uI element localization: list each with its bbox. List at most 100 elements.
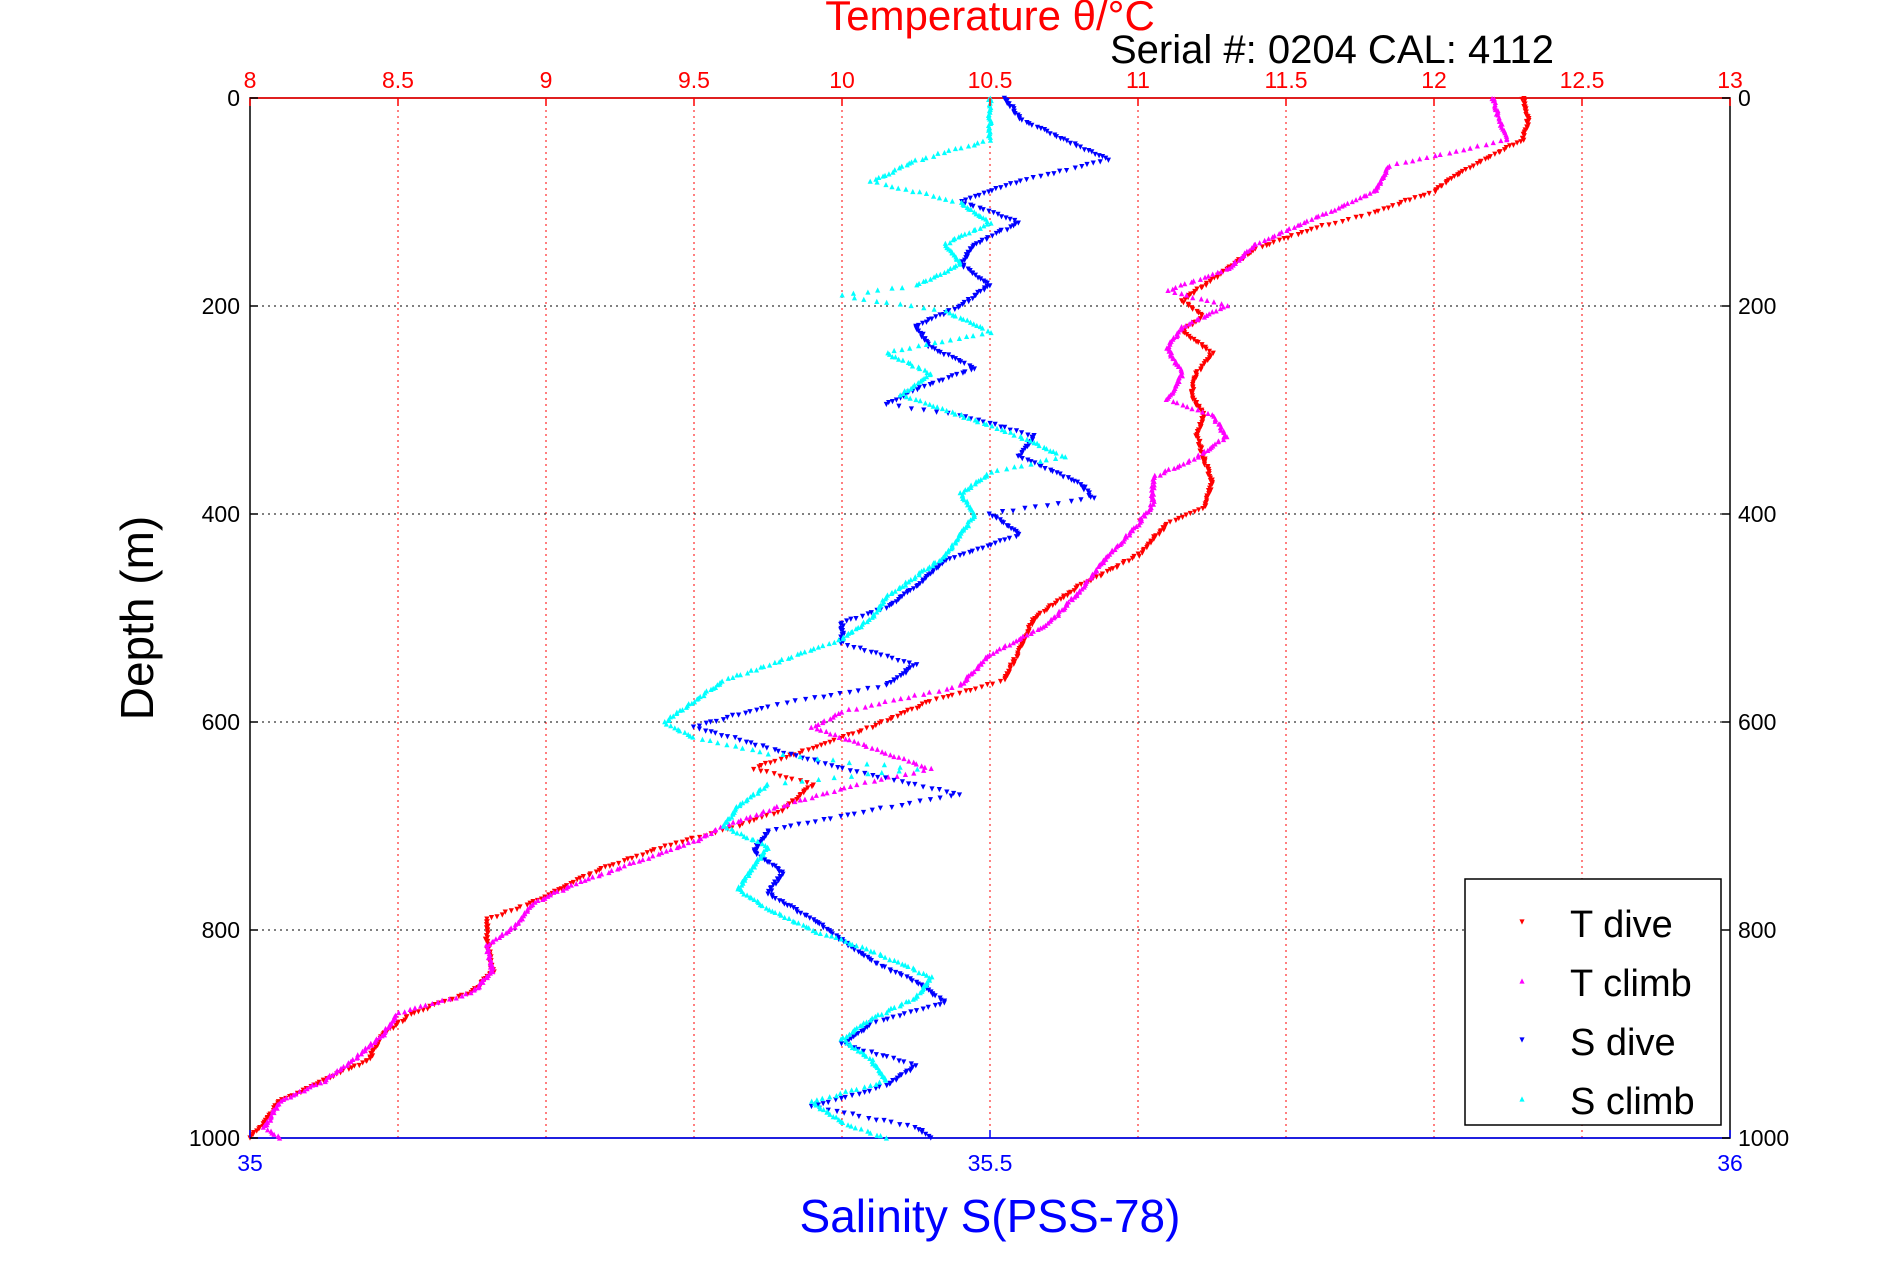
data-point <box>1012 110 1018 117</box>
data-point <box>1136 553 1142 559</box>
data-point <box>1320 211 1326 217</box>
bottom-tick-label: 36 <box>1717 1150 1743 1176</box>
data-point <box>908 576 914 583</box>
data-point <box>514 906 520 912</box>
data-point <box>1014 654 1020 660</box>
data-point <box>933 565 940 571</box>
data-point <box>890 169 896 175</box>
data-point <box>1319 222 1325 229</box>
data-point <box>853 616 859 622</box>
data-point <box>855 688 861 694</box>
data-point <box>908 302 914 309</box>
data-point <box>858 624 864 630</box>
data-point <box>934 404 940 410</box>
legend-marker <box>1519 1037 1525 1043</box>
data-point <box>827 816 833 822</box>
data-point <box>829 763 835 769</box>
data-point <box>1304 218 1310 224</box>
data-point <box>799 778 805 784</box>
data-point <box>851 644 857 651</box>
data-point <box>1103 554 1109 560</box>
data-point <box>1207 482 1214 489</box>
data-point <box>1022 505 1028 511</box>
data-point <box>775 809 781 816</box>
y-axis-label: Depth (m) <box>111 516 163 720</box>
data-point <box>961 360 967 367</box>
data-point <box>902 771 909 778</box>
data-point <box>900 357 906 363</box>
data-point <box>1390 203 1396 209</box>
data-point <box>508 908 514 914</box>
data-point <box>806 747 812 753</box>
data-point <box>843 938 849 944</box>
data-point <box>1071 594 1078 600</box>
data-point <box>864 1024 870 1030</box>
data-point <box>891 957 898 964</box>
data-point <box>820 642 826 649</box>
data-point <box>782 914 788 921</box>
data-point <box>307 1084 313 1090</box>
data-point <box>679 839 686 845</box>
data-point <box>499 912 505 918</box>
data-point <box>914 766 920 772</box>
data-point <box>1129 528 1136 534</box>
data-point <box>961 497 967 503</box>
data-point <box>640 852 646 858</box>
data-point <box>897 1122 903 1128</box>
legend-label: T climb <box>1570 963 1692 1005</box>
data-point <box>771 811 777 817</box>
data-point <box>1011 432 1017 438</box>
data-point <box>812 819 818 825</box>
data-point <box>896 768 902 774</box>
data-point <box>1482 156 1489 162</box>
data-point <box>827 1094 833 1100</box>
top-tick-label: 12 <box>1421 67 1447 93</box>
data-point <box>903 999 909 1005</box>
data-point <box>741 891 747 897</box>
data-point <box>897 764 903 770</box>
data-point <box>862 1089 868 1096</box>
data-point <box>1010 508 1016 514</box>
data-point <box>1203 346 1209 352</box>
data-point <box>1076 589 1082 595</box>
data-point <box>1189 406 1195 412</box>
data-point <box>889 184 895 190</box>
data-point <box>1019 430 1025 436</box>
data-point <box>1023 177 1030 183</box>
data-point <box>848 1035 854 1042</box>
data-point <box>952 411 958 417</box>
series-s-climb <box>662 95 1068 1141</box>
data-point <box>1200 450 1206 456</box>
data-point <box>1432 152 1438 159</box>
data-point <box>933 696 940 702</box>
data-point <box>828 933 835 939</box>
data-point <box>981 287 987 293</box>
data-point <box>865 611 871 617</box>
data-point <box>885 653 891 659</box>
data-point <box>869 807 875 813</box>
data-point <box>868 957 874 964</box>
data-point <box>830 714 836 720</box>
data-point <box>879 1011 885 1017</box>
legend-box <box>1464 878 1722 1126</box>
data-point <box>382 1029 388 1036</box>
data-point <box>945 268 951 274</box>
left-tick-label: 200 <box>202 293 240 319</box>
data-point <box>297 1088 303 1094</box>
data-point <box>890 1014 896 1020</box>
data-point <box>891 1055 897 1061</box>
data-point <box>968 671 974 677</box>
data-point <box>739 882 745 888</box>
data-point <box>804 756 811 763</box>
data-point <box>993 230 999 237</box>
data-point <box>1205 487 1212 494</box>
data-point <box>866 1088 873 1094</box>
data-point <box>779 656 785 662</box>
data-point <box>967 549 973 556</box>
data-point <box>920 320 926 326</box>
data-point <box>821 817 827 823</box>
data-point <box>747 709 753 715</box>
data-point <box>968 482 974 488</box>
data-point <box>758 768 764 774</box>
data-point <box>674 844 680 851</box>
